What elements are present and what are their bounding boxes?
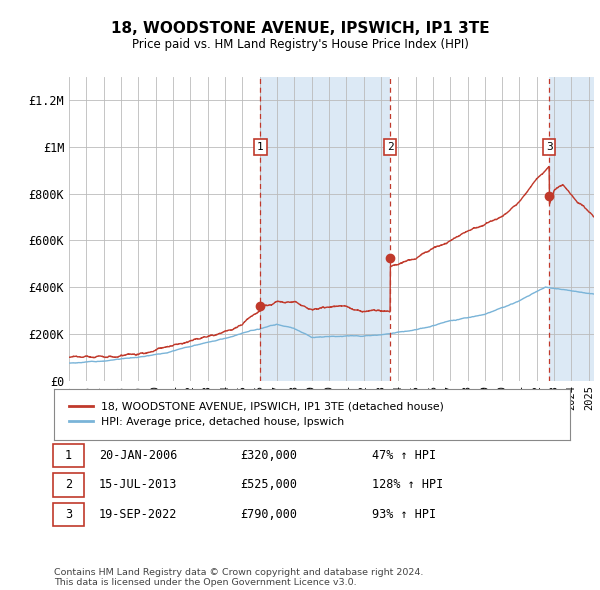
Text: 20-JAN-2006: 20-JAN-2006 xyxy=(99,449,178,462)
Text: 18, WOODSTONE AVENUE, IPSWICH, IP1 3TE: 18, WOODSTONE AVENUE, IPSWICH, IP1 3TE xyxy=(110,21,490,35)
Text: £525,000: £525,000 xyxy=(240,478,297,491)
Text: £320,000: £320,000 xyxy=(240,449,297,462)
Text: 3: 3 xyxy=(65,508,72,521)
Text: £790,000: £790,000 xyxy=(240,508,297,521)
Text: Price paid vs. HM Land Registry's House Price Index (HPI): Price paid vs. HM Land Registry's House … xyxy=(131,38,469,51)
Bar xyxy=(549,77,594,381)
Text: 3: 3 xyxy=(546,142,553,152)
Text: 19-SEP-2022: 19-SEP-2022 xyxy=(99,508,178,521)
Text: 1: 1 xyxy=(65,449,72,462)
Text: Contains HM Land Registry data © Crown copyright and database right 2024.
This d: Contains HM Land Registry data © Crown c… xyxy=(54,568,424,587)
Text: 1: 1 xyxy=(257,142,264,152)
Text: 93% ↑ HPI: 93% ↑ HPI xyxy=(372,508,436,521)
Bar xyxy=(260,77,390,381)
Text: 128% ↑ HPI: 128% ↑ HPI xyxy=(372,478,443,491)
Legend: 18, WOODSTONE AVENUE, IPSWICH, IP1 3TE (detached house), HPI: Average price, det: 18, WOODSTONE AVENUE, IPSWICH, IP1 3TE (… xyxy=(65,398,449,431)
Text: 47% ↑ HPI: 47% ↑ HPI xyxy=(372,449,436,462)
Text: 15-JUL-2013: 15-JUL-2013 xyxy=(99,478,178,491)
Text: 2: 2 xyxy=(65,478,72,491)
Text: 2: 2 xyxy=(387,142,394,152)
